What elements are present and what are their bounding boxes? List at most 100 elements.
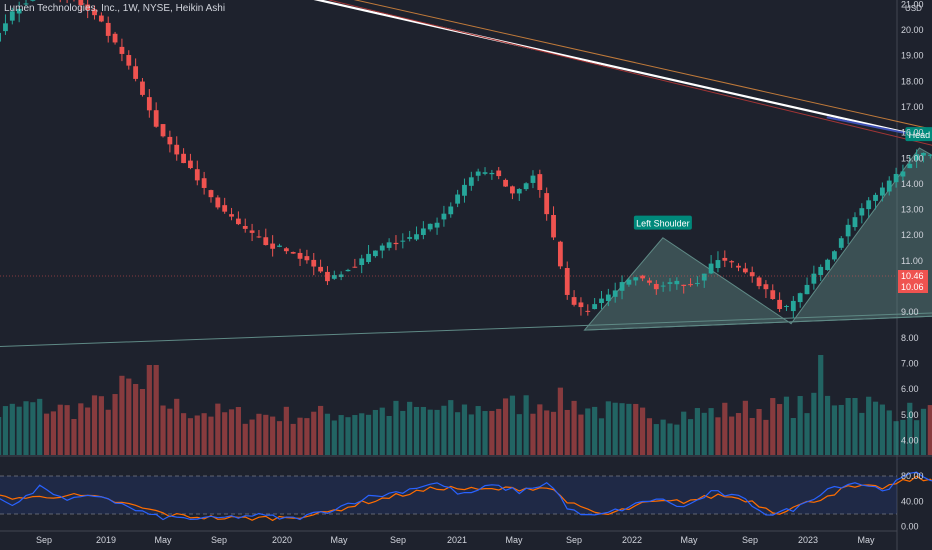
candle-body — [496, 170, 502, 177]
y-tick-label: 15.00 — [901, 153, 924, 163]
y-tick-label: 19.00 — [901, 51, 924, 61]
volume-bar — [790, 417, 796, 455]
volume-bar — [872, 401, 879, 455]
price-axis: 21.00 20.00 19.00 18.00 17.00 16.00 15.00 14.00… — [898, 0, 928, 445]
candle-body — [414, 234, 419, 240]
y-tick-label: 12.00 — [901, 230, 924, 240]
candle-body — [167, 136, 173, 145]
volume-bar — [379, 407, 385, 455]
volume-bar — [550, 411, 557, 455]
candle-body — [695, 282, 700, 284]
candle-body — [379, 245, 385, 251]
candle-body — [681, 284, 687, 287]
candle-body — [311, 259, 317, 267]
volume-bar — [434, 409, 440, 455]
candle-body — [667, 282, 673, 284]
volume-bar — [489, 410, 495, 455]
volume-bar — [64, 405, 70, 455]
volume-bar — [222, 412, 228, 455]
volume-bar — [290, 423, 296, 455]
volume-bar — [756, 408, 762, 455]
candle-body — [181, 153, 186, 164]
volume-bar — [468, 414, 474, 455]
volume-bar — [427, 409, 433, 455]
volume-bar — [687, 419, 694, 455]
candle-body — [16, 8, 22, 14]
candle-body — [455, 194, 461, 204]
candle-body — [318, 266, 324, 272]
candle-body — [770, 290, 776, 300]
trendline — [327, 0, 932, 146]
volume-bar — [57, 404, 63, 455]
candle-body — [249, 230, 255, 233]
volume-bar — [126, 378, 132, 455]
candle-body — [592, 304, 598, 310]
candle-body — [688, 284, 693, 286]
volume-bar — [646, 418, 653, 455]
volume-bar — [167, 408, 173, 455]
volume-bar — [722, 402, 728, 455]
volume-bar — [920, 408, 927, 455]
volume-bar — [153, 365, 159, 455]
volume-bar — [516, 414, 522, 455]
volume-bar — [311, 411, 317, 455]
candle-body — [777, 299, 783, 309]
pattern-label-box — [905, 127, 932, 142]
candle-body — [475, 171, 481, 176]
volume-bar — [441, 405, 447, 455]
y-tick-label: 8.00 — [901, 333, 919, 343]
volume-bar — [845, 398, 851, 455]
head-and-shoulders-pattern — [583, 147, 932, 331]
volume-bar — [612, 402, 618, 455]
x-tick-label: Sep — [390, 535, 406, 545]
volume-bar — [78, 403, 84, 455]
candle-body — [0, 32, 2, 42]
y-tick-label: 17.00 — [901, 102, 924, 112]
stoch-tick-label: 80.00 — [901, 471, 924, 481]
candle-body — [489, 172, 495, 175]
candle-body — [194, 169, 200, 181]
x-tick-label: Sep — [742, 535, 758, 545]
candle-body — [674, 280, 680, 285]
volume-bar — [0, 417, 2, 455]
y-tick-label: 13.00 — [901, 205, 924, 215]
y-tick-label: 6.00 — [901, 384, 919, 394]
volume-bar — [208, 416, 214, 455]
candle-body — [359, 258, 365, 266]
candle-body — [427, 223, 433, 230]
volume-bar — [735, 413, 742, 455]
last-price-label: 10.46 — [901, 271, 924, 281]
candle-body — [544, 193, 550, 215]
volume-bar — [633, 403, 639, 455]
pattern-label: Head — [909, 130, 931, 140]
y-tick-label: 20.00 — [901, 25, 924, 35]
volume-bar — [783, 396, 790, 455]
volume-bar — [509, 395, 516, 455]
candle-body — [907, 163, 913, 169]
candle-body — [325, 271, 330, 282]
volume-bar — [43, 413, 50, 455]
volume-bar — [119, 375, 125, 455]
volume-bar — [455, 412, 461, 455]
candle-body — [256, 236, 262, 238]
volume-bar — [482, 411, 488, 455]
volume-bar — [71, 418, 77, 455]
volume-bar — [667, 423, 673, 455]
candle-body — [434, 222, 440, 228]
x-tick-label: 2019 — [96, 535, 116, 545]
volume-bar — [174, 398, 180, 455]
chart-title: Lumen Technologies, Inc., 1W, NYSE, Heik… — [4, 3, 226, 14]
stoch-tick-label: 0.00 — [901, 522, 919, 532]
candle-body — [503, 179, 508, 187]
volume-bar — [475, 406, 481, 455]
volume-bar — [50, 411, 57, 455]
volume-bar — [681, 411, 687, 455]
candle-body — [647, 280, 652, 283]
candle-body — [462, 184, 467, 196]
candle-body — [468, 177, 474, 186]
candle-body — [832, 251, 837, 260]
candle-body — [331, 275, 337, 279]
candle-body — [551, 215, 556, 238]
volume-bar — [557, 387, 563, 455]
